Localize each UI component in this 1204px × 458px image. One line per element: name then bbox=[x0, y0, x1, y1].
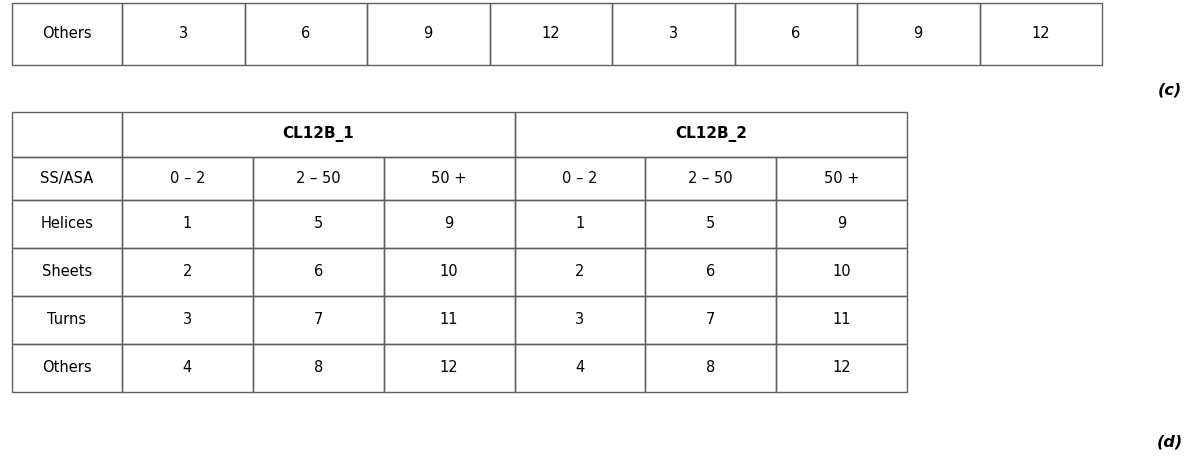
Bar bbox=[122, 200, 253, 248]
Bar bbox=[734, 3, 857, 65]
Bar bbox=[12, 3, 122, 65]
Bar bbox=[645, 344, 777, 392]
Text: 10: 10 bbox=[832, 265, 851, 279]
Text: 2: 2 bbox=[576, 265, 585, 279]
Bar bbox=[777, 296, 907, 344]
Text: 9: 9 bbox=[444, 217, 454, 231]
Text: 3: 3 bbox=[183, 312, 191, 327]
Text: CL12B_1: CL12B_1 bbox=[283, 126, 354, 142]
Text: 9: 9 bbox=[424, 27, 433, 42]
Text: 5: 5 bbox=[706, 217, 715, 231]
Text: 2 – 50: 2 – 50 bbox=[689, 171, 733, 186]
Bar bbox=[12, 200, 122, 248]
Bar bbox=[122, 112, 514, 157]
Text: 6: 6 bbox=[301, 27, 311, 42]
Text: 0 – 2: 0 – 2 bbox=[562, 171, 597, 186]
Text: 11: 11 bbox=[439, 312, 459, 327]
Bar bbox=[777, 248, 907, 296]
Bar bbox=[777, 200, 907, 248]
Text: Helices: Helices bbox=[41, 217, 94, 231]
Text: 6: 6 bbox=[706, 265, 715, 279]
Text: 4: 4 bbox=[576, 360, 584, 376]
Bar bbox=[980, 3, 1102, 65]
Bar bbox=[384, 157, 514, 200]
Text: 3: 3 bbox=[178, 27, 188, 42]
Bar bbox=[12, 248, 122, 296]
Text: Sheets: Sheets bbox=[42, 265, 93, 279]
Text: 12: 12 bbox=[439, 360, 459, 376]
Bar bbox=[253, 200, 384, 248]
Bar bbox=[384, 248, 514, 296]
Bar bbox=[777, 344, 907, 392]
Text: 12: 12 bbox=[1032, 27, 1050, 42]
Text: 9: 9 bbox=[914, 27, 923, 42]
Bar bbox=[857, 3, 980, 65]
Bar bbox=[12, 157, 122, 200]
Bar bbox=[514, 344, 645, 392]
Text: 3: 3 bbox=[668, 27, 678, 42]
Bar bbox=[384, 344, 514, 392]
Bar bbox=[244, 3, 367, 65]
Text: 2: 2 bbox=[183, 265, 193, 279]
Text: (c): (c) bbox=[1158, 82, 1182, 98]
Bar bbox=[514, 112, 907, 157]
Text: 8: 8 bbox=[706, 360, 715, 376]
Bar bbox=[645, 248, 777, 296]
Bar bbox=[777, 157, 907, 200]
Bar bbox=[12, 344, 122, 392]
Bar bbox=[645, 157, 777, 200]
Text: 11: 11 bbox=[832, 312, 851, 327]
Text: 12: 12 bbox=[542, 27, 560, 42]
Bar bbox=[384, 296, 514, 344]
Text: 9: 9 bbox=[837, 217, 846, 231]
Text: Others: Others bbox=[42, 27, 92, 42]
Bar bbox=[384, 200, 514, 248]
Bar bbox=[122, 296, 253, 344]
Text: 50 +: 50 + bbox=[431, 171, 467, 186]
Bar bbox=[514, 248, 645, 296]
Text: 5: 5 bbox=[313, 217, 323, 231]
Bar bbox=[122, 157, 253, 200]
Text: 7: 7 bbox=[706, 312, 715, 327]
Bar bbox=[122, 344, 253, 392]
Bar bbox=[12, 296, 122, 344]
Bar bbox=[645, 296, 777, 344]
Bar bbox=[122, 248, 253, 296]
Text: 7: 7 bbox=[313, 312, 323, 327]
Bar bbox=[514, 200, 645, 248]
Text: Others: Others bbox=[42, 360, 92, 376]
Text: 1: 1 bbox=[183, 217, 193, 231]
Text: 3: 3 bbox=[576, 312, 584, 327]
Bar bbox=[367, 3, 490, 65]
Text: Turns: Turns bbox=[47, 312, 87, 327]
Text: (d): (d) bbox=[1157, 435, 1184, 449]
Text: 0 – 2: 0 – 2 bbox=[170, 171, 205, 186]
Text: SS/ASA: SS/ASA bbox=[41, 171, 94, 186]
Bar bbox=[645, 200, 777, 248]
Bar bbox=[12, 112, 122, 157]
Bar bbox=[514, 296, 645, 344]
Text: 50 +: 50 + bbox=[824, 171, 860, 186]
Bar bbox=[253, 296, 384, 344]
Text: 10: 10 bbox=[439, 265, 459, 279]
Text: 1: 1 bbox=[576, 217, 584, 231]
Text: 6: 6 bbox=[791, 27, 801, 42]
Bar bbox=[514, 157, 645, 200]
Bar bbox=[253, 157, 384, 200]
Bar bbox=[253, 344, 384, 392]
Text: 12: 12 bbox=[832, 360, 851, 376]
Bar bbox=[490, 3, 612, 65]
Text: CL12B_2: CL12B_2 bbox=[674, 126, 746, 142]
Text: 4: 4 bbox=[183, 360, 193, 376]
Bar bbox=[612, 3, 734, 65]
Bar bbox=[253, 248, 384, 296]
Text: 8: 8 bbox=[313, 360, 323, 376]
Text: 6: 6 bbox=[313, 265, 323, 279]
Text: 2 – 50: 2 – 50 bbox=[296, 171, 341, 186]
Bar bbox=[122, 3, 244, 65]
